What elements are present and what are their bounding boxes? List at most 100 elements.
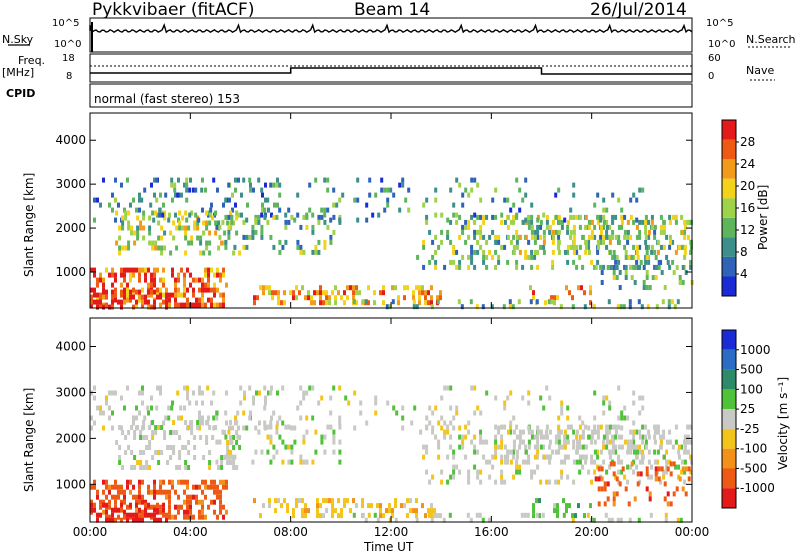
heat-cell — [560, 469, 564, 475]
heat-cell — [138, 197, 141, 203]
heat-cell — [118, 245, 122, 251]
heat-cell — [136, 225, 140, 231]
heat-cell — [367, 503, 370, 509]
heat-cell — [533, 434, 537, 440]
heat-cell — [183, 277, 186, 283]
heat-cell — [440, 239, 444, 245]
heat-cell — [227, 449, 231, 455]
heat-cell — [230, 214, 234, 220]
heat-cell — [563, 429, 567, 435]
heat-cell — [329, 395, 333, 401]
heat-cell — [422, 444, 426, 450]
heat-cell — [452, 202, 456, 208]
heat-cell — [536, 229, 540, 235]
heat-cell — [156, 489, 159, 495]
heat-cell — [284, 239, 288, 245]
heat-cell — [93, 292, 96, 298]
heat-cell — [436, 513, 439, 519]
heat-cell — [515, 464, 519, 470]
heat-cell — [174, 302, 177, 308]
heat-cell — [641, 187, 645, 193]
heat-cell — [301, 508, 304, 514]
heat-cell — [314, 429, 318, 435]
heat-cell — [481, 517, 485, 523]
heat-cell — [111, 282, 114, 288]
nave-tick-high: 60 — [708, 53, 721, 64]
heat-cell — [395, 410, 399, 416]
heat-cell — [509, 459, 513, 465]
heat-cell — [587, 434, 591, 440]
heat-cell — [614, 474, 618, 480]
heat-cell — [114, 484, 117, 490]
heat-cell — [201, 277, 204, 283]
heat-cell — [583, 304, 587, 310]
heat-cell — [635, 234, 639, 240]
xtick-label-5: 20:00 — [574, 525, 609, 539]
heat-cell — [479, 434, 483, 440]
heat-cell — [214, 425, 218, 430]
heat-cell — [338, 449, 342, 455]
power-colorbar-tick-label: 24 — [740, 157, 755, 171]
heat-cell — [557, 239, 561, 245]
power-colorbar-tick-label: 16 — [740, 201, 755, 215]
heat-cell — [520, 512, 524, 518]
heat-cell — [302, 395, 306, 401]
heat-cell — [138, 192, 141, 198]
heat-cell — [467, 474, 471, 480]
heat-cell — [225, 484, 228, 490]
heat-cell — [201, 420, 204, 426]
heat-cell — [234, 187, 237, 193]
heat-cell — [115, 440, 119, 445]
heat-cell — [536, 214, 540, 220]
heat-cell — [258, 420, 261, 426]
heat-cell — [215, 224, 219, 230]
heat-cell — [638, 187, 642, 193]
heat-cell — [683, 459, 687, 465]
heat-cell — [491, 229, 495, 235]
heat-cell — [644, 259, 648, 265]
heat-cell — [96, 299, 99, 305]
heat-cell — [196, 225, 200, 231]
heat-cell — [433, 512, 437, 518]
heat-cell — [527, 224, 531, 230]
velocity-colorbar-swatch — [722, 409, 736, 429]
heat-cell — [628, 304, 632, 310]
heat-cell — [257, 429, 261, 435]
heat-cell — [224, 197, 228, 203]
heat-cell — [566, 224, 570, 230]
heat-cell — [208, 250, 212, 256]
heat-cell — [99, 202, 102, 208]
heat-cell — [506, 454, 510, 460]
heat-cell — [219, 292, 222, 298]
heat-cell — [264, 395, 267, 401]
nsearch-tick-low: 10^0 — [708, 39, 736, 50]
heat-cell — [367, 285, 370, 291]
heat-cell — [566, 439, 570, 445]
heat-cell — [617, 469, 621, 475]
heat-cell — [229, 420, 233, 425]
heat-cell — [572, 224, 576, 230]
heat-cell — [639, 471, 643, 477]
heat-cell — [436, 299, 440, 305]
heat-cell — [524, 444, 528, 450]
power-colorbar-tick-label: 20 — [740, 179, 755, 193]
heat-cell — [577, 503, 580, 509]
heat-cell — [593, 264, 597, 270]
heat-cell — [476, 405, 480, 411]
heat-cell — [671, 214, 675, 220]
heat-cell — [207, 504, 210, 510]
heat-cell — [183, 302, 186, 308]
heat-cell — [221, 429, 225, 435]
heat-cell — [506, 214, 510, 220]
heat-cell — [596, 239, 600, 245]
heat-cell — [96, 197, 99, 203]
heat-cell — [160, 425, 164, 430]
heat-cell — [305, 390, 309, 396]
heat-cell — [212, 415, 216, 421]
heat-cell — [646, 304, 650, 310]
heat-cell — [464, 219, 468, 225]
heat-cell — [557, 415, 561, 421]
heat-cell — [632, 192, 636, 198]
heat-cell — [326, 187, 330, 193]
heat-cell — [633, 280, 637, 285]
